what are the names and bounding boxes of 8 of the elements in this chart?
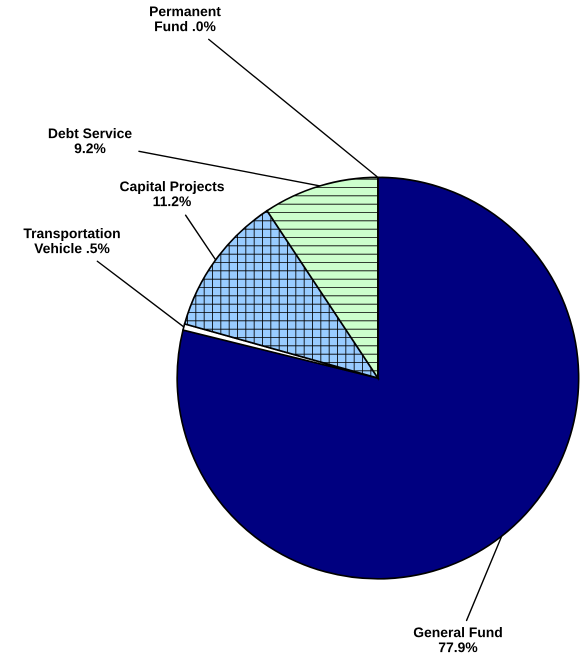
slice-label: Debt Service xyxy=(48,128,132,138)
data-label: 77.9% xyxy=(438,642,478,652)
data-label: 11.2% xyxy=(154,196,191,206)
category-label: Permanent Fund .0% xyxy=(150,6,221,32)
data-label: 9.2% xyxy=(74,143,106,154)
slice-label: Transportation Vehicle .5% xyxy=(24,228,120,254)
slice-label: General Fund xyxy=(414,627,502,638)
slice-label: Capital Projects xyxy=(120,181,224,194)
